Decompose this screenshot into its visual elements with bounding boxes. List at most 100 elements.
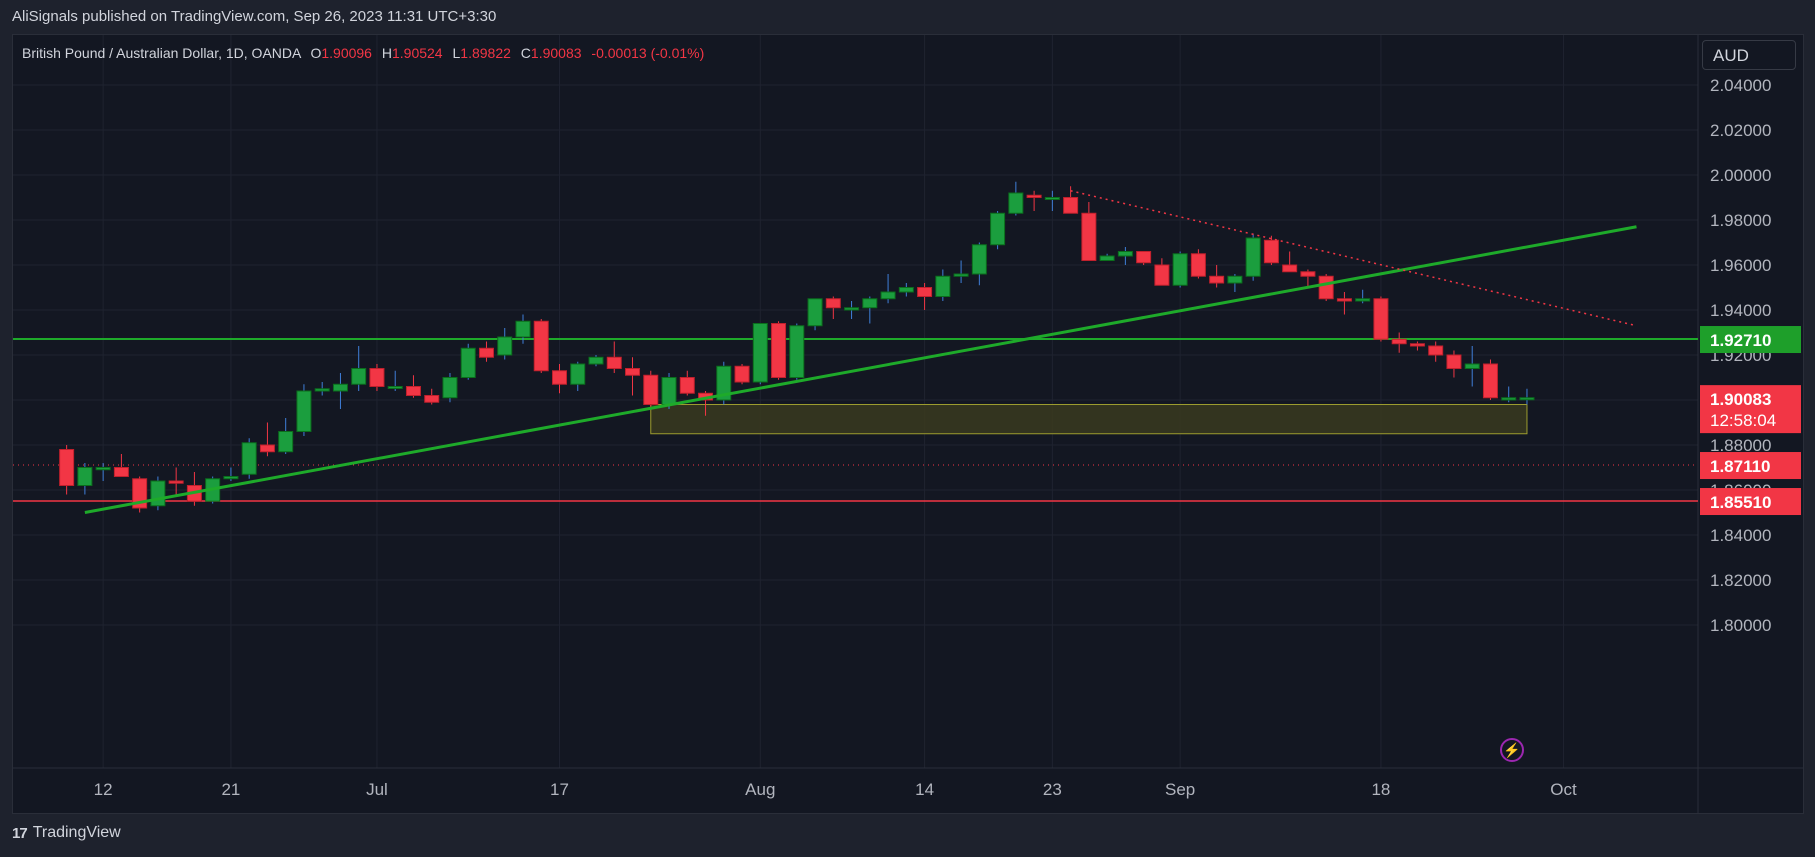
price-label: 1.87110 [1710, 457, 1771, 476]
candle-body [1501, 397, 1517, 401]
candle-body [643, 374, 659, 405]
candle-body [369, 368, 385, 387]
candle-body [296, 390, 312, 432]
candle-body [259, 444, 275, 453]
high-value: 1.90524 [391, 45, 443, 61]
tradingview-logo-icon: 17 [12, 824, 28, 842]
candle-body [1355, 298, 1371, 302]
candle-body [1373, 298, 1389, 340]
candle-body [478, 347, 494, 358]
candle-body [424, 395, 440, 403]
candle-body [1464, 363, 1480, 369]
candle-body [332, 383, 348, 392]
candle-body [1136, 251, 1152, 264]
candle-body [533, 320, 549, 372]
candle-body [1336, 298, 1352, 302]
candle-body [844, 307, 860, 311]
x-tick-label: Jul [366, 780, 388, 799]
candle-body [625, 368, 641, 376]
y-tick-label: 1.84000 [1710, 526, 1771, 545]
candle-body [1026, 194, 1042, 198]
candle-body [460, 347, 476, 378]
close-value: 1.90083 [530, 45, 582, 61]
candle-body [241, 442, 257, 475]
chart-canvas[interactable]: 2.04000 2.02000 2.00000 1.98000 1.96000 1.940… [13, 35, 1803, 813]
candle-body [825, 298, 841, 309]
candle-body [1409, 343, 1425, 347]
candle-body [1428, 345, 1444, 356]
candle-body [442, 377, 458, 399]
x-tick-label: 14 [915, 780, 934, 799]
y-tick-label: 1.94000 [1710, 301, 1771, 320]
y-tick-label: 1.82000 [1710, 571, 1771, 590]
candle-body [752, 323, 768, 383]
price-label: 1.85510 [1710, 493, 1771, 512]
footer-brand[interactable]: 17 TradingView [12, 824, 121, 842]
price-label: 1.92710 [1710, 331, 1771, 350]
candle-body [223, 476, 239, 480]
candle-body [606, 356, 622, 369]
candle-body [497, 336, 513, 356]
candle-body [880, 291, 896, 300]
candle-body [150, 480, 166, 507]
x-tick-label: 21 [221, 780, 240, 799]
symbol-legend: British Pound / Australian Dollar, 1D, O… [22, 45, 704, 61]
candle-body [95, 467, 111, 471]
candle-body [1099, 255, 1115, 261]
low-value: 1.89822 [460, 45, 511, 61]
candle-body [771, 323, 787, 378]
candle-body [971, 244, 987, 275]
candle-body [1446, 354, 1462, 369]
candle-body [716, 365, 732, 401]
symbol-name: British Pound / Australian Dollar, 1D, O… [22, 45, 301, 61]
countdown-label: 12:58:04 [1710, 411, 1776, 430]
candle-body [917, 287, 933, 297]
x-tick-label: Oct [1550, 780, 1577, 799]
candle-body [1081, 212, 1097, 261]
x-tick-label: Aug [745, 780, 775, 799]
high-label: H [381, 45, 392, 61]
x-tick-label: 12 [94, 780, 113, 799]
y-tick-label: 2.02000 [1710, 121, 1771, 140]
candle-body [807, 298, 823, 327]
chart-frame[interactable]: 2.04000 2.02000 2.00000 1.98000 1.96000 1.940… [12, 34, 1804, 814]
candle-body [515, 320, 531, 338]
low-label: L [452, 45, 461, 61]
open-label: O [310, 45, 322, 61]
candle-body [1391, 338, 1407, 345]
candle-body [1209, 275, 1225, 284]
lightning-icon[interactable]: ⚡ [1500, 738, 1524, 762]
candle-body [898, 287, 914, 293]
candle-body [1282, 264, 1298, 273]
candle-body [1263, 239, 1279, 264]
price-label: 1.90083 [1710, 390, 1771, 409]
candle-body [679, 377, 695, 394]
candle-body [1227, 275, 1243, 284]
candle-body [1245, 237, 1261, 277]
candle-body [789, 325, 805, 378]
currency-selector[interactable]: AUD [1702, 40, 1796, 70]
price-label-box [1700, 488, 1801, 516]
y-tick-label: 2.00000 [1710, 166, 1771, 185]
y-tick-label: 2.04000 [1710, 76, 1771, 95]
candle-body [661, 377, 677, 405]
candle-body [1519, 397, 1535, 401]
candle-body [1190, 253, 1206, 277]
candle-body [1063, 197, 1079, 214]
candle-body [1008, 192, 1024, 214]
uptrend-line [84, 225, 1637, 514]
candle-body [314, 388, 330, 392]
support-zone [650, 404, 1528, 435]
downtrend-line [1070, 190, 1637, 327]
candle-body [1154, 264, 1170, 286]
candle-body [551, 370, 567, 385]
publisher-header: AliSignals published on TradingView.com,… [12, 8, 497, 25]
x-tick-label: 17 [550, 780, 569, 799]
price-label-box [1700, 452, 1801, 480]
candle-body [113, 467, 129, 477]
x-tick-label: 23 [1043, 780, 1062, 799]
candle-body [168, 480, 184, 484]
price-label-box [1700, 326, 1801, 354]
candle-body [351, 368, 367, 385]
candle-body [77, 467, 93, 486]
